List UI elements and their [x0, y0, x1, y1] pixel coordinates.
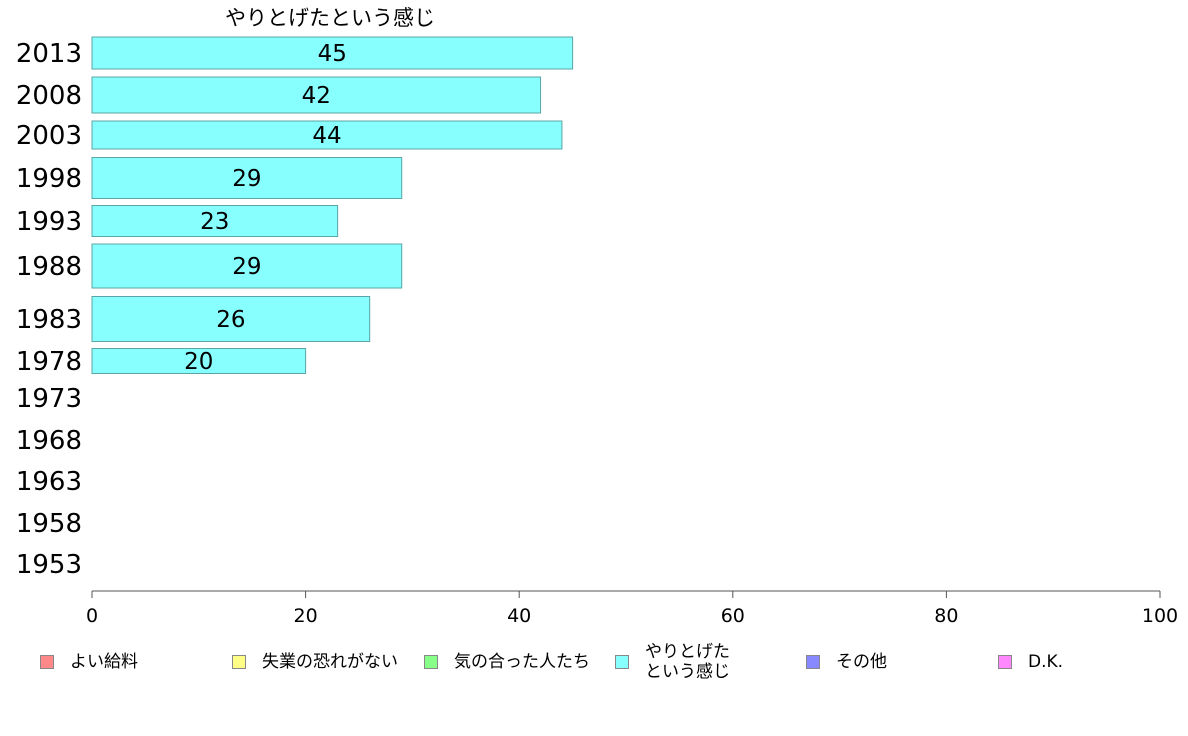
year-label-1953: 1953 [16, 550, 82, 580]
bar-1993 [91, 205, 339, 237]
legend: よい給料 失業の恐れがない 気の合った人たち やりとげた という感じ その他 D… [0, 640, 1188, 690]
year-label-2003: 2003 [16, 121, 82, 151]
x-tick-label-100: 100 [1142, 605, 1178, 627]
data-label-1978: 20 [184, 349, 213, 375]
data-label-1993: 23 [200, 209, 229, 235]
year-label-1958: 1958 [16, 509, 82, 539]
legend-swatch [806, 655, 820, 669]
year-label-1968: 1968 [16, 426, 82, 456]
year-label-1998: 1998 [16, 164, 82, 194]
legend-item-job-security: 失業の恐れがない [232, 652, 398, 672]
year-label-1993: 1993 [16, 207, 82, 237]
x-tick-label-40: 40 [507, 605, 531, 627]
legend-item-good-salary: よい給料 [40, 652, 138, 672]
year-labels: 2013 2008 2003 1998 1993 1988 1983 1978 1973 1968… [16, 39, 82, 580]
legend-item-accomplishment: やりとげた という感じ [615, 642, 730, 682]
bar-1983 [91, 296, 371, 342]
legend-swatch [232, 655, 246, 669]
data-label-1998: 29 [232, 166, 261, 192]
x-tick-label-0: 0 [86, 605, 98, 627]
year-label-2008: 2008 [16, 81, 82, 111]
legend-item-dk: D.K. [998, 652, 1063, 672]
legend-swatch [615, 655, 629, 669]
chart-title: やりとげたという感じ [225, 6, 435, 30]
legend-label: やりとげた という感じ [645, 642, 730, 682]
legend-label: D.K. [1028, 652, 1064, 672]
bar-2008 [91, 76, 542, 114]
year-label-1973: 1973 [16, 384, 82, 414]
bar-2003 [91, 120, 563, 150]
bar-1988 [91, 243, 403, 289]
x-tick-label-60: 60 [721, 605, 745, 627]
year-label-1963: 1963 [16, 467, 82, 497]
x-tick-label-80: 80 [934, 605, 958, 627]
data-label-2008: 42 [302, 83, 331, 109]
year-label-1983: 1983 [16, 305, 82, 335]
legend-item-good-colleagues: 気の合った人たち [424, 652, 590, 672]
year-label-1978: 1978 [16, 347, 82, 377]
legend-label: よい給料 [70, 652, 138, 672]
x-tick-label-20: 20 [294, 605, 318, 627]
legend-label: 気の合った人たち [454, 652, 590, 672]
bar-2013 [91, 36, 574, 70]
data-label-1983: 26 [216, 307, 245, 333]
legend-swatch [998, 655, 1012, 669]
bar-1998 [91, 157, 403, 199]
legend-label: その他 [836, 652, 887, 672]
legend-item-other: その他 [806, 652, 887, 672]
legend-swatch [424, 655, 438, 669]
data-label-1988: 29 [232, 254, 261, 280]
bar-1978 [91, 348, 307, 374]
legend-swatch [40, 655, 54, 669]
data-label-2003: 44 [312, 123, 341, 149]
year-label-1988: 1988 [16, 252, 82, 282]
legend-label: 失業の恐れがない [262, 652, 398, 672]
x-axis: 0 20 40 60 80 100 [86, 590, 1178, 627]
year-label-2013: 2013 [16, 39, 82, 69]
data-label-2013: 45 [318, 41, 347, 67]
